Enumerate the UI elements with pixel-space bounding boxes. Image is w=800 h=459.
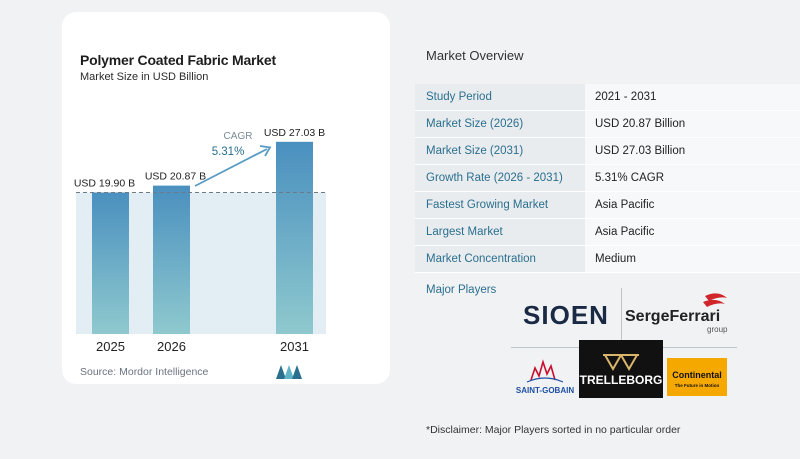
overview-table: Study Period 2021 - 2031 Market Size (202… — [415, 84, 800, 273]
row-label: Market Size (2026) — [415, 111, 585, 137]
sergeferrari-logo-icon: SergeFerrari group — [625, 293, 728, 334]
bar-chart: USD 19.90 B USD 20.87 B USD 27.03 B 2025 202… — [74, 127, 326, 354]
chart-card: Polymer Coated Fabric Market Market Size… — [62, 12, 390, 384]
sergeferrari-text: SergeFerrari — [625, 308, 720, 325]
saint-gobain-logo-icon: SAINT-GOBAIN — [516, 359, 574, 395]
chart-subtitle: Market Size in USD Billion — [80, 71, 209, 83]
disclaimer-note: *Disclaimer: Major Players sorted in no … — [426, 424, 681, 436]
cagr-arrow-line — [194, 148, 268, 187]
row-value: USD 27.03 Billion — [585, 138, 800, 164]
cagr-value: 5.31% — [212, 146, 245, 158]
sergeferrari-logo: SergeFerrari group — [623, 288, 735, 340]
chart-title: Polymer Coated Fabric Market — [80, 52, 276, 68]
bar-2031 — [276, 141, 313, 334]
table-row: Largest Market Asia Pacific — [415, 219, 800, 246]
data-label-2031: USD 27.03 B — [264, 127, 325, 139]
bar-2025 — [92, 192, 129, 334]
row-value: USD 20.87 Billion — [585, 111, 800, 137]
row-value: 5.31% CAGR — [585, 165, 800, 191]
cagr-arrow-head — [259, 145, 272, 157]
x-tick-label-2025: 2025 — [96, 339, 125, 354]
table-row: Growth Rate (2026 - 2031) 5.31% CAGR — [415, 165, 800, 192]
row-label: Growth Rate (2026 - 2031) — [415, 165, 585, 191]
table-row: Market Size (2031) USD 27.03 Billion — [415, 138, 800, 165]
overview-title: Market Overview — [426, 48, 524, 63]
source-note: Source: Mordor Intelligence — [80, 366, 209, 378]
row-value: Asia Pacific — [585, 219, 800, 245]
trelleborg-text: TRELLEBORG — [579, 373, 663, 387]
row-label: Study Period — [415, 84, 585, 110]
table-row: Market Concentration Medium — [415, 246, 800, 273]
logo-divider-vertical — [621, 288, 622, 344]
cagr-label: CAGR — [224, 131, 253, 142]
sergeferrari-group-text: group — [707, 325, 728, 334]
row-value: Asia Pacific — [585, 192, 800, 218]
continental-text: Continental — [672, 370, 722, 380]
table-row: Fastest Growing Market Asia Pacific — [415, 192, 800, 219]
row-label: Market Concentration — [415, 246, 585, 272]
table-row: Market Size (2026) USD 20.87 Billion — [415, 111, 800, 138]
saint-gobain-text: SAINT-GOBAIN — [516, 386, 574, 395]
sioen-logo: SIOEN — [523, 299, 609, 330]
market-overview-panel: Market Overview Study Period 2021 - 2031 … — [415, 0, 800, 459]
row-label: Fastest Growing Market — [415, 192, 585, 218]
major-players-label: Major Players — [426, 284, 497, 296]
data-label-2025: USD 19.90 B — [74, 178, 135, 190]
bar-2026 — [153, 185, 190, 334]
table-row: Study Period 2021 - 2031 — [415, 84, 800, 111]
x-tick-label-2031: 2031 — [280, 339, 309, 354]
saint-gobain-logo: SAINT-GOBAIN — [509, 352, 581, 398]
continental-logo-icon: Continental The Future in Motion — [672, 370, 722, 388]
mordor-logo-icon — [276, 365, 302, 379]
continental-logo: Continental The Future in Motion — [667, 358, 727, 396]
continental-tagline: The Future in Motion — [675, 383, 720, 388]
x-tick-label-2026: 2026 — [157, 339, 186, 354]
row-label: Largest Market — [415, 219, 585, 245]
row-value: 2021 - 2031 — [585, 84, 800, 110]
data-label-2026: USD 20.87 B — [145, 171, 206, 183]
trelleborg-logo: TRELLEBORG — [579, 340, 663, 398]
trelleborg-mark-icon — [603, 354, 639, 372]
row-label: Market Size (2031) — [415, 138, 585, 164]
row-value: Medium — [585, 246, 800, 272]
